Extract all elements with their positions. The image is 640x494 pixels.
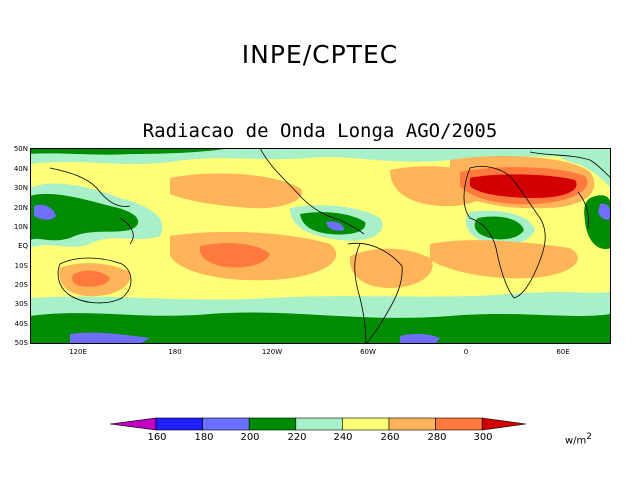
colorbar-label-260: 260 (380, 432, 400, 443)
south-atlantic-orange (430, 240, 578, 279)
coast-india (577, 191, 589, 229)
warm-pool-green (30, 193, 139, 241)
units-label: w/m2 (565, 432, 592, 446)
africa-green (474, 216, 524, 240)
colorbar-cell-240-260 (342, 417, 390, 431)
colorbar-label-300: 300 (473, 432, 493, 443)
lat-label-eq: EQ (18, 242, 28, 250)
band-200-220-south (30, 312, 611, 344)
colorbar-label-180: 180 (194, 432, 214, 443)
lon-label-120e: 120E (69, 348, 87, 356)
colorbar-label-240: 240 (333, 432, 353, 443)
east-pacific-blue (326, 221, 344, 231)
colorbar (109, 417, 527, 431)
band-200-220-north (30, 148, 230, 155)
page-title: INPE/CPTEC (241, 40, 399, 69)
india-blue (598, 203, 611, 220)
coastlines (49, 148, 611, 344)
colorbar-cell-180-200 (202, 417, 250, 431)
coast-asia (49, 167, 134, 245)
lon-label-0: 0 (463, 348, 469, 356)
colorbar-cell-280-300 (435, 417, 483, 431)
lat-label-30n: 30N (13, 184, 28, 192)
coast-south-america (347, 242, 403, 344)
lat-label-50s: 50S (14, 339, 28, 347)
colorbar-cell-220-240 (295, 417, 343, 431)
map-border (30, 148, 611, 344)
colorbar-cell-200-220 (248, 417, 297, 431)
units-text: w/m (565, 435, 587, 447)
map-subtitle: Radiacao de Onda Longa AGO/2005 (142, 120, 498, 142)
colorbar-label-160: 160 (147, 432, 167, 443)
lat-label-40n: 40N (13, 165, 28, 173)
lat-label-10s: 10S (14, 262, 28, 270)
sahara-max (470, 174, 577, 198)
olr-map (30, 148, 611, 344)
colorbar-label-280: 280 (427, 432, 447, 443)
coast-north-america (259, 148, 365, 235)
lon-label-180: 180 (168, 348, 182, 356)
lat-label-20n: 20N (13, 204, 28, 212)
lat-label-20s: 20S (14, 281, 28, 289)
lat-label-40s: 40S (14, 320, 28, 328)
lat-label-30s: 30S (14, 300, 28, 308)
band-180-200-south (70, 332, 150, 344)
lon-label-60w: 60W (360, 348, 376, 356)
lon-label-60e: 60E (556, 348, 570, 356)
south-america-orange (349, 248, 433, 288)
warm-pool-blue (34, 204, 56, 220)
coast-australia (57, 257, 132, 304)
colorbar-cell-above-300 (481, 417, 527, 431)
north-pacific-orange (170, 173, 302, 209)
lat-label-10n: 10N (13, 223, 28, 231)
band-180-200-south2 (400, 333, 440, 344)
australia-max (72, 270, 110, 287)
colorbar-cell-260-280 (388, 417, 436, 431)
coast-south-america-west (354, 243, 367, 344)
units-exponent: 2 (586, 432, 593, 442)
coast-africa (463, 166, 546, 299)
band-220-240-ne (550, 148, 611, 188)
colorbar-cell-160-180 (155, 417, 203, 431)
colorbar-label-220: 220 (287, 432, 307, 443)
lon-label-120w: 120W (261, 348, 283, 356)
colorbar-label-200: 200 (240, 432, 260, 443)
lat-label-50n: 50N (13, 145, 28, 153)
coast-eurasia (529, 151, 611, 179)
colorbar-cell-below-160 (109, 417, 157, 431)
south-pacific-max (199, 243, 270, 268)
